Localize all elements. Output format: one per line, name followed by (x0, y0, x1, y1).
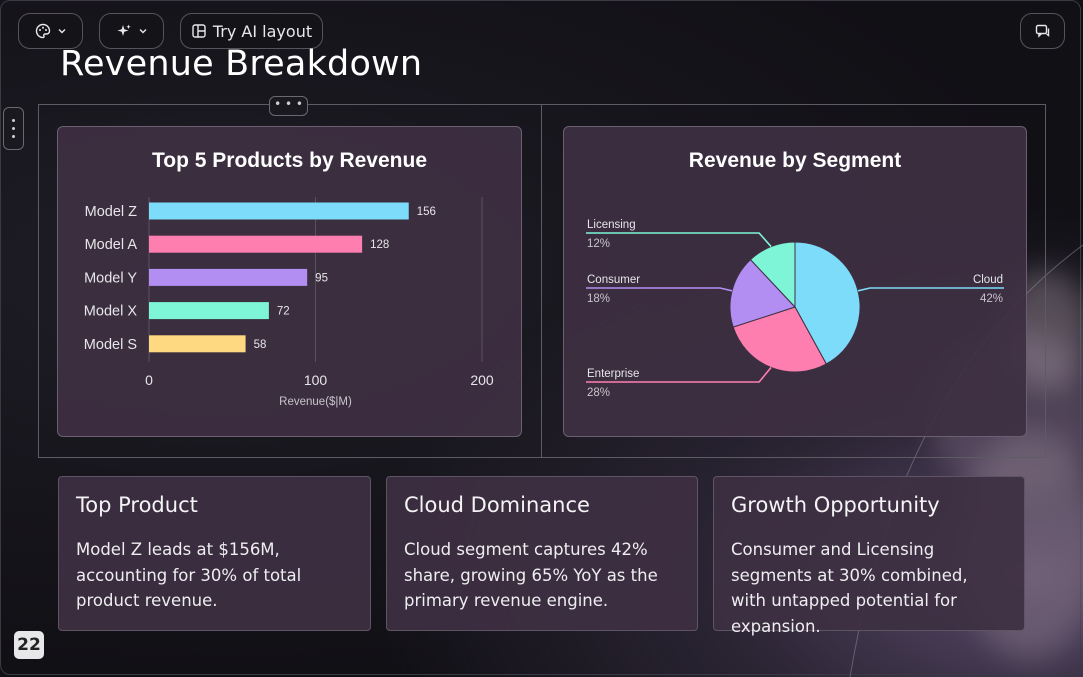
try-ai-layout-button[interactable]: Try AI layout (180, 13, 323, 49)
bar-chart-card[interactable]: Top 5 Products by Revenue 0 100 200 Revenue… (57, 126, 522, 437)
comments-button[interactable] (1020, 13, 1065, 49)
data-label: 128 (370, 239, 389, 251)
theme-dropdown-button[interactable] (18, 13, 83, 49)
pie-slice-percent: 42% (980, 293, 1003, 305)
insight-card-cloud-dominance[interactable]: Cloud Dominance Cloud segment captures 4… (386, 476, 698, 631)
bar (149, 235, 363, 253)
x-axis-label: Revenue($|M) (279, 396, 352, 408)
layout-icon (191, 23, 207, 39)
ai-dropdown-button[interactable] (99, 13, 164, 49)
pie-slice-label: Cloud (973, 274, 1003, 286)
insight-card-top-product[interactable]: Top Product Model Z leads at $156M, acco… (58, 476, 371, 631)
column-divider[interactable] (541, 104, 542, 458)
bar (149, 302, 269, 320)
pie-leader-line (586, 366, 772, 383)
data-label: 95 (315, 272, 328, 284)
y-tick-label: Model X (84, 304, 138, 320)
drag-handle-horizontal[interactable]: • • • (269, 96, 308, 116)
pie-chart: Cloud 42% Enterprise 28% Consumer 18% Licensin… (586, 219, 1004, 399)
data-label: 58 (254, 339, 267, 351)
pie-chart-title: Revenue by Segment (688, 149, 902, 172)
pie-slice-percent: 28% (587, 387, 610, 399)
pie-slice-percent: 12% (587, 238, 610, 250)
pie-leader-line (586, 232, 772, 248)
page-number[interactable]: 22 (14, 631, 44, 659)
y-tick-label: Model Y (84, 270, 137, 286)
x-tick-label: 0 (145, 372, 153, 388)
pie-slice-label: Enterprise (587, 368, 639, 380)
insight-card-growth-opportunity[interactable]: Growth Opportunity Consumer and Licensin… (713, 476, 1025, 636)
data-label: 156 (417, 206, 436, 218)
bar (149, 268, 308, 286)
bar (149, 335, 246, 353)
sparkle-icon (116, 23, 132, 39)
pie-slice (729, 258, 796, 328)
chevron-down-icon (57, 26, 67, 36)
bar-chart-title: Top 5 Products by Revenue (152, 149, 427, 172)
insight-body: Model Z leads at $156M, accounting for 3… (76, 540, 302, 610)
pie-slice-percent: 18% (587, 293, 610, 305)
drag-handle-vertical[interactable] (3, 107, 24, 150)
pie-leader-line (586, 287, 733, 292)
y-tick-label: Model Z (85, 204, 138, 220)
chart-group-outline (38, 104, 1046, 458)
insight-body: Cloud segment captures 42% share, growin… (404, 540, 658, 610)
insight-body: Consumer and Licensing segments at 30% c… (731, 540, 968, 636)
pie-slice-label: Licensing (587, 219, 636, 231)
slide-title: Revenue Breakdown (60, 44, 423, 84)
palette-icon (35, 23, 51, 39)
y-tick-label: Model S (84, 337, 137, 353)
comment-icon (1035, 23, 1051, 39)
bar-chart: 0 100 200 Revenue($|M) Model Z 156 Model A 128 M… (84, 197, 494, 408)
data-label: 72 (277, 306, 290, 318)
try-ai-layout-label: Try AI layout (212, 21, 313, 41)
x-tick-label: 200 (470, 372, 494, 388)
y-tick-label: Model A (85, 237, 138, 253)
x-tick-label: 100 (304, 372, 328, 388)
insight-heading: Top Product (76, 493, 198, 517)
insight-heading: Cloud Dominance (404, 493, 590, 517)
pie-slice-label: Consumer (587, 274, 640, 286)
bar (149, 202, 409, 220)
chevron-down-icon (138, 26, 148, 36)
insight-heading: Growth Opportunity (731, 493, 940, 517)
pie-chart-card[interactable]: Revenue by Segment Cloud 42% Enterprise 28%… (563, 126, 1027, 437)
pie-leader-line (857, 287, 1004, 292)
